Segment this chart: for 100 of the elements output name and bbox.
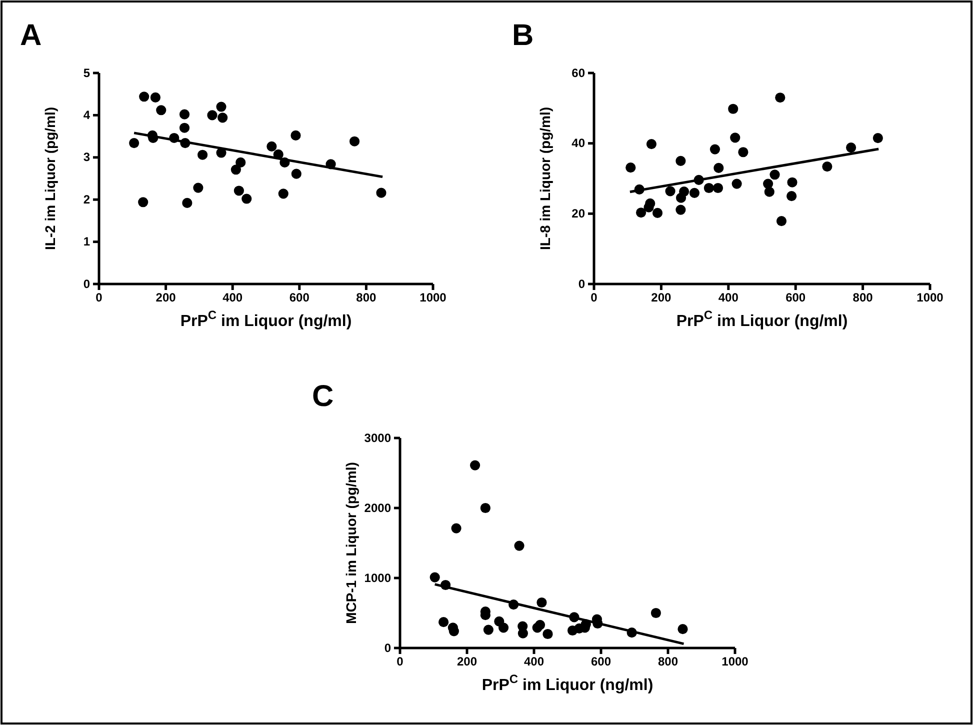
point [665, 186, 676, 196]
chart-title: C [312, 380, 334, 413]
x-axis-title: PrP$^{C}$ im Liquor (ng/ml) [676, 308, 848, 330]
point [644, 202, 654, 212]
point [498, 622, 509, 633]
point [786, 191, 797, 202]
point [430, 572, 440, 582]
y-tick-label: 4 [83, 108, 90, 122]
y-tick-label: 0 [83, 276, 90, 291]
point [518, 628, 528, 638]
point [129, 138, 140, 148]
x-tick-label: 1000 [916, 290, 944, 305]
x-tick-label: 200 [156, 290, 176, 305]
point [216, 102, 226, 112]
x-tick-label: 200 [456, 654, 478, 669]
point [438, 617, 449, 628]
point [728, 104, 738, 114]
x-tick-label: 1000 [420, 290, 447, 305]
x-tick-label: 800 [658, 654, 678, 669]
point [689, 188, 700, 198]
point [483, 624, 494, 635]
point [290, 130, 301, 140]
point [534, 620, 546, 630]
point [218, 112, 228, 123]
y-tick-label: 0 [578, 276, 586, 291]
x-tick-label: 600 [590, 654, 612, 669]
point [448, 626, 459, 636]
point [230, 164, 241, 175]
point [514, 540, 524, 551]
x-tick-label: 0 [590, 290, 598, 305]
point [730, 132, 740, 143]
x-tick-label: 200 [651, 290, 672, 305]
point [291, 168, 302, 179]
y-axis-title: MCP-1 im Liquor (pg/ml) [343, 462, 359, 624]
point [872, 133, 883, 144]
point [349, 136, 360, 146]
y-tick-label: 0 [384, 640, 392, 655]
point [139, 92, 150, 102]
point [770, 170, 780, 180]
point [179, 109, 190, 120]
point [234, 186, 244, 196]
point [138, 197, 148, 208]
x-axis-title: PrP$^{C}$ im Liquor (ng/ml) [482, 672, 654, 694]
x-tick-label: 800 [356, 290, 377, 305]
point [846, 142, 856, 153]
point [542, 628, 553, 640]
point [764, 186, 774, 197]
y-tick-label: 20 [572, 206, 586, 221]
x-tick-label: 800 [852, 290, 874, 305]
point [197, 150, 208, 160]
point [179, 122, 190, 133]
point [738, 147, 748, 158]
point [704, 182, 714, 194]
x-tick-label: 600 [786, 290, 806, 305]
point [376, 188, 386, 198]
point [776, 216, 787, 226]
x-axis-title: PrP$^{C}$ im Liquor (ng/ml) [180, 308, 352, 330]
y-tick-label: 2 [83, 192, 90, 206]
point [676, 156, 686, 166]
point [775, 92, 786, 103]
point [636, 208, 646, 218]
point [732, 178, 742, 189]
point [470, 460, 480, 470]
x-tick-label: 0 [96, 290, 103, 305]
y-tick-label: 5 [83, 66, 90, 80]
point [652, 208, 663, 218]
x-tick-label: 0 [396, 654, 404, 669]
point [182, 198, 192, 208]
x-tick-label: 1000 [722, 654, 749, 669]
point [678, 624, 688, 634]
point [626, 162, 636, 173]
point [451, 523, 462, 534]
chart-title: B [512, 19, 534, 52]
point [714, 162, 724, 173]
x-tick-label: 400 [222, 290, 243, 305]
point [193, 182, 204, 193]
point [822, 162, 832, 172]
x-tick-label: 600 [289, 290, 310, 305]
point [242, 194, 252, 204]
point [536, 597, 547, 608]
x-tick-label: 400 [524, 654, 544, 669]
point [266, 141, 277, 152]
y-tick-label: 1000 [364, 570, 392, 585]
point [787, 177, 798, 188]
point [278, 188, 288, 199]
y-tick-label: 60 [572, 66, 586, 80]
y-tick-label: 2000 [364, 500, 392, 515]
point [676, 204, 686, 215]
chart-title: A [20, 19, 42, 52]
y-tick-label: 1 [83, 234, 90, 249]
x-tick-label: 400 [718, 290, 739, 305]
y-tick-label: 3000 [364, 430, 392, 445]
y-tick-label: 40 [572, 136, 586, 150]
point [710, 144, 720, 154]
point [676, 192, 686, 203]
point [712, 182, 724, 194]
y-axis-title: IL-2 im Liquor (pg/ml) [42, 106, 58, 250]
point [236, 157, 246, 168]
y-tick-label: 3 [83, 150, 90, 164]
point [150, 92, 160, 103]
